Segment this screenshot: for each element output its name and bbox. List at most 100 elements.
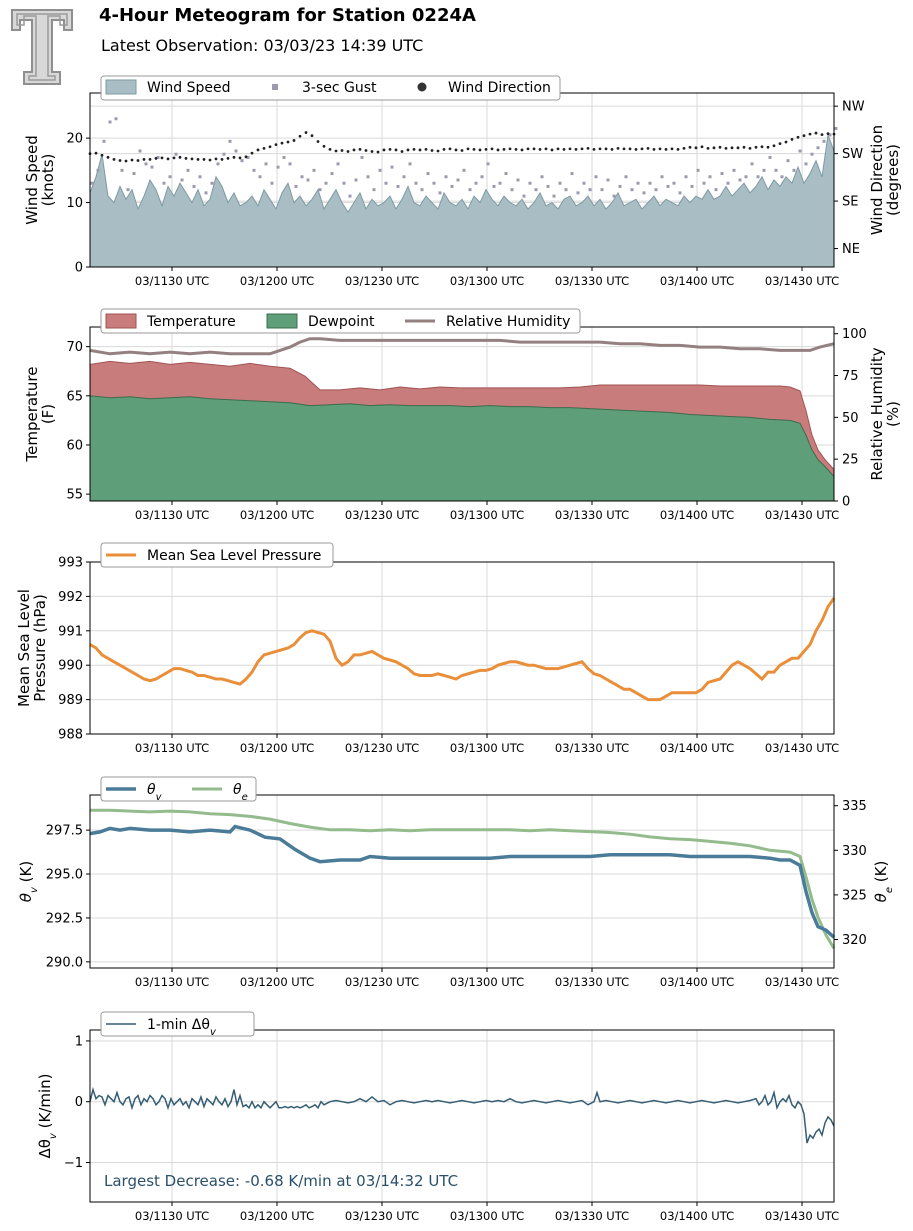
temp-y2-tick-label-2: 50 — [842, 411, 859, 426]
gust-point-85 — [600, 188, 604, 192]
direction-point-68 — [496, 148, 500, 152]
gust-point-12 — [162, 181, 166, 185]
legend-label-gust: 3-sec Gust — [302, 80, 377, 96]
gust-point-13 — [168, 175, 172, 179]
gust-point-110 — [750, 162, 754, 166]
gust-point-6 — [126, 188, 130, 192]
temp-x-tick-label-3: 03/1300 UTC — [450, 508, 524, 522]
temp-y-tick-label-1: 60 — [66, 438, 83, 453]
gust-point-99 — [684, 175, 688, 179]
direction-point-79 — [562, 148, 566, 151]
gust-point-72 — [522, 194, 526, 198]
direction-point-109 — [742, 145, 746, 149]
gust-point-3 — [108, 120, 112, 124]
gust-point-78 — [558, 181, 562, 185]
gust-point-90 — [630, 188, 634, 192]
gust-point-120 — [810, 152, 814, 156]
gust-point-40 — [330, 172, 334, 176]
gust-point-57 — [432, 181, 436, 185]
gust-point-1 — [96, 168, 100, 172]
gust-point-48 — [378, 168, 382, 172]
temp-y-label-1: (F) — [39, 404, 57, 424]
gust-point-113 — [768, 155, 772, 159]
gust-point-98 — [678, 191, 682, 195]
gust-point-76 — [546, 184, 550, 188]
temp-x-tick-label-6: 03/1430 UTC — [765, 508, 839, 522]
legend-label-mslp: Mean Sea Level Pressure — [147, 548, 321, 564]
direction-point-28 — [256, 148, 260, 152]
wind-y-tick-label-2: 20 — [66, 132, 83, 147]
gust-point-64 — [474, 181, 478, 185]
theta-e-line — [90, 808, 836, 950]
gust-point-66 — [486, 162, 490, 166]
gust-point-2 — [102, 139, 106, 143]
direction-point-115 — [778, 142, 782, 146]
direction-point-13 — [166, 157, 170, 161]
gust-point-24 — [234, 149, 238, 153]
legend-label-rh: Relative Humidity — [446, 314, 570, 330]
direction-point-114 — [772, 144, 776, 148]
gust-point-96 — [666, 184, 670, 188]
temp-x-tick-label-4: 03/1330 UTC — [555, 508, 629, 522]
direction-point-14 — [172, 156, 176, 160]
temp-y2-label-0: Relative Humidity — [868, 347, 886, 480]
gust-point-49 — [384, 181, 388, 185]
gust-point-80 — [570, 172, 574, 176]
gust-point-31 — [276, 165, 280, 169]
direction-point-33 — [286, 140, 290, 144]
direction-point-53 — [406, 148, 410, 152]
gust-point-100 — [690, 184, 694, 188]
mslp-frame — [89, 561, 835, 735]
gust-point-68 — [498, 181, 502, 185]
gust-point-32 — [282, 155, 286, 159]
temp-x-tick-label-1: 03/1200 UTC — [240, 508, 314, 522]
gust-point-26 — [246, 155, 250, 159]
direction-point-76 — [544, 147, 548, 151]
gust-point-45 — [360, 155, 364, 159]
gust-point-19 — [204, 191, 208, 195]
wind-y-tick-label-1: 10 — [66, 196, 83, 211]
gust-point-62 — [462, 168, 466, 172]
legend-label-temperature: Temperature — [146, 314, 236, 330]
direction-point-64 — [472, 148, 476, 151]
direction-point-17 — [190, 157, 194, 161]
direction-point-22 — [220, 158, 224, 161]
direction-point-92 — [640, 147, 644, 151]
legend-label-wind-speed: Wind Speed — [147, 80, 231, 96]
gust-point-20 — [210, 181, 214, 185]
direction-point-44 — [352, 148, 356, 152]
direction-point-37 — [310, 134, 314, 138]
gust-point-121 — [816, 146, 820, 150]
dtheta-legend — [100, 1011, 255, 1037]
direction-point-82 — [580, 147, 584, 151]
dtheta-x-tick-label-6: 03/1430 UTC — [765, 1209, 839, 1223]
mslp-y-tick-label-5: 993 — [58, 556, 83, 571]
gust-point-118 — [798, 149, 802, 153]
gust-point-50 — [390, 165, 394, 169]
direction-point-71 — [514, 148, 518, 151]
theta-x-tick-label-6: 03/1430 UTC — [765, 975, 839, 989]
direction-point-51 — [394, 148, 398, 152]
direction-point-27 — [250, 151, 254, 155]
direction-point-45 — [358, 148, 362, 151]
direction-point-40 — [328, 148, 332, 151]
temp-y-tick-label-2: 65 — [66, 389, 83, 404]
direction-point-84 — [592, 148, 596, 151]
gust-point-21 — [216, 162, 220, 166]
direction-point-99 — [682, 146, 686, 150]
gust-point-71 — [516, 178, 520, 182]
direction-point-25 — [238, 156, 242, 160]
direction-point-57 — [430, 149, 434, 152]
gust-point-56 — [426, 172, 430, 176]
wind-y2-tick-label-3: NW — [842, 100, 865, 115]
gust-point-81 — [576, 191, 580, 195]
direction-point-72 — [520, 148, 524, 152]
direction-point-74 — [532, 147, 536, 151]
theta-x-tick-label-2: 03/1230 UTC — [345, 975, 419, 989]
direction-point-46 — [364, 149, 368, 152]
direction-point-6 — [124, 159, 128, 163]
gust-point-69 — [504, 172, 508, 176]
direction-point-60 — [448, 147, 452, 151]
gust-point-36 — [306, 178, 310, 182]
